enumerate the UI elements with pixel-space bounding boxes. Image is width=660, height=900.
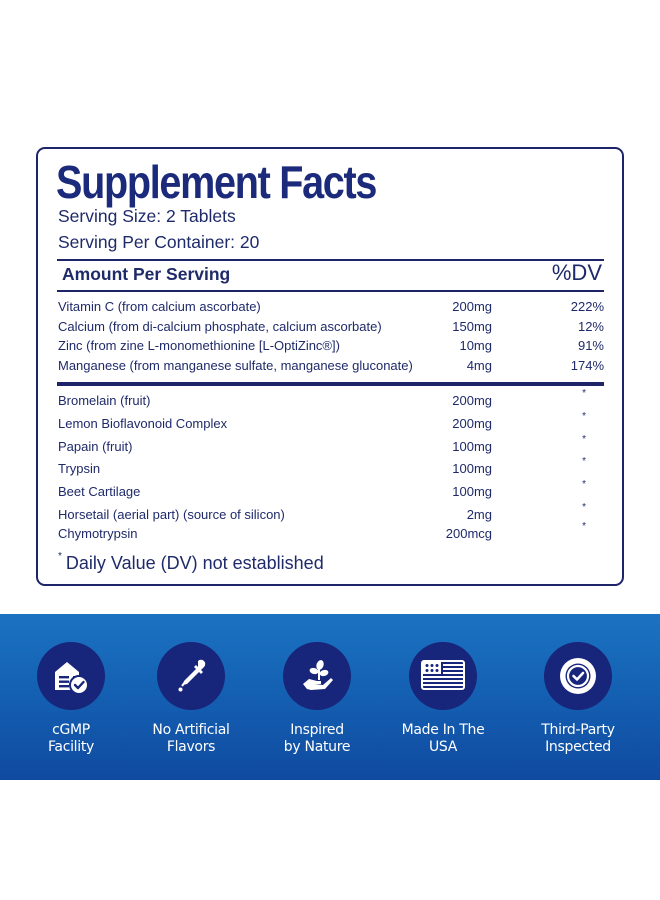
panel-title: Supplement Facts	[56, 156, 377, 208]
badge-inspired-by-nature: Inspired by Nature	[252, 642, 382, 756]
ingredient-amount: 200mg	[452, 393, 492, 408]
ingredient-amount: 100mg	[452, 439, 492, 454]
badge-label-line2: Facility	[47, 739, 95, 755]
badge-label-line1: Made In The	[401, 722, 485, 738]
nutrient-amount: 200mg	[452, 299, 492, 314]
nutrient-amount: 4mg	[466, 358, 492, 373]
table-row: Vitamin C (from calcium ascorbate) 200mg…	[58, 299, 604, 319]
factory-check-icon	[37, 642, 105, 710]
dv-header: %DV	[551, 260, 602, 285]
badge-label-line1: No Artificial	[152, 722, 230, 738]
badge-label-line2: Flavors	[166, 739, 216, 755]
us-flag-icon	[409, 642, 477, 710]
hand-plant-icon	[283, 642, 351, 710]
table-row: Bromelain (fruit) 200mg *	[58, 388, 604, 413]
dv-not-established-mark: *	[582, 479, 586, 490]
badge-label-line2: by Nature	[283, 739, 351, 755]
serving-size: Serving Size: 2 Tablets	[58, 206, 236, 226]
ingredient-name: Chymotrypsin	[58, 526, 138, 541]
dv-not-established-mark: *	[582, 388, 586, 399]
ingredient-name: Papain (fruit)	[58, 439, 133, 454]
ingredient-name: Trypsin	[58, 461, 101, 476]
thick-divider	[57, 382, 604, 386]
amount-per-serving-header: Amount Per Serving	[62, 264, 231, 284]
table-row: Horsetail (aerial part) (source of silic…	[58, 502, 604, 527]
table-row: Manganese (from manganese sulfate, manga…	[58, 358, 604, 378]
badge-label-line2: Inspected	[545, 739, 611, 755]
dv-not-established-mark: *	[582, 502, 586, 513]
dv-not-established-mark: *	[582, 456, 586, 467]
table-row: Zinc (from zine L-monomethionine [L-Opti…	[58, 338, 604, 358]
nutrient-name: Vitamin C (from calcium ascorbate)	[58, 299, 261, 314]
footnote-mark: *	[58, 551, 62, 562]
nutrient-dv: 222%	[570, 299, 604, 314]
nutrient-amount: 10mg	[459, 338, 492, 353]
seal-check-icon	[544, 642, 612, 710]
ingredient-amount: 200mg	[452, 416, 492, 431]
nutrient-amount: 150mg	[452, 319, 492, 334]
dv-not-established-mark: *	[582, 434, 586, 445]
ingredient-amount: 100mg	[452, 461, 492, 476]
divider	[57, 259, 604, 261]
table-row: Chymotrypsin 200mcg *	[58, 521, 604, 546]
badge-made-in-usa: Made In The USA	[378, 642, 508, 756]
ingredient-name: Horsetail (aerial part) (source of silic…	[58, 507, 285, 522]
nutrient-dv: 12%	[577, 319, 604, 334]
servings-per-container: Serving Per Container: 20	[58, 232, 260, 252]
ingredient-name: Lemon Bioflavonoid Complex	[58, 416, 228, 431]
nutrient-name: Manganese (from manganese sulfate, manga…	[58, 358, 413, 373]
ingredient-name: Beet Cartilage	[58, 484, 141, 499]
features-band: cGMP Facility No Artificial Flavors	[0, 614, 660, 780]
table-row: Lemon Bioflavonoid Complex 200mg *	[58, 411, 604, 436]
nutrient-dv: 174%	[570, 358, 604, 373]
table-row: Calcium (from di-calcium phosphate, calc…	[58, 319, 604, 339]
badge-cgmp: cGMP Facility	[6, 642, 136, 756]
badge-label-line2: USA	[428, 739, 458, 755]
ingredient-amount: 100mg	[452, 484, 492, 499]
badge-label-line1: Inspired	[290, 722, 344, 738]
table-row: Papain (fruit) 100mg *	[58, 434, 604, 459]
nutrient-name: Zinc (from zine L-monomethionine [L-Opti…	[58, 338, 340, 353]
dropper-icon	[157, 642, 225, 710]
dv-not-established-mark: *	[582, 521, 586, 532]
badge-label-line1: cGMP	[52, 722, 90, 738]
ingredient-amount: 2mg	[466, 507, 492, 522]
supplement-facts-panel: Supplement Facts Serving Size: 2 Tablets…	[36, 147, 624, 586]
nutrient-dv: 91%	[577, 338, 604, 353]
badge-label-line1: Third-Party	[541, 722, 615, 738]
table-row: Beet Cartilage 100mg *	[58, 479, 604, 504]
nutrient-name: Calcium (from di-calcium phosphate, calc…	[58, 319, 382, 334]
footnote: * Daily Value (DV) not established	[58, 551, 324, 574]
badge-no-artificial-flavors: No Artificial Flavors	[126, 642, 256, 756]
dv-not-established-mark: *	[582, 411, 586, 422]
badge-third-party-inspected: Third-Party Inspected	[513, 642, 643, 756]
table-row: Trypsin 100mg *	[58, 456, 604, 481]
divider	[57, 290, 604, 292]
ingredient-amount: 200mcg	[445, 526, 492, 541]
footnote-text: Daily Value (DV) not established	[65, 553, 324, 573]
ingredient-name: Bromelain (fruit)	[58, 393, 151, 408]
